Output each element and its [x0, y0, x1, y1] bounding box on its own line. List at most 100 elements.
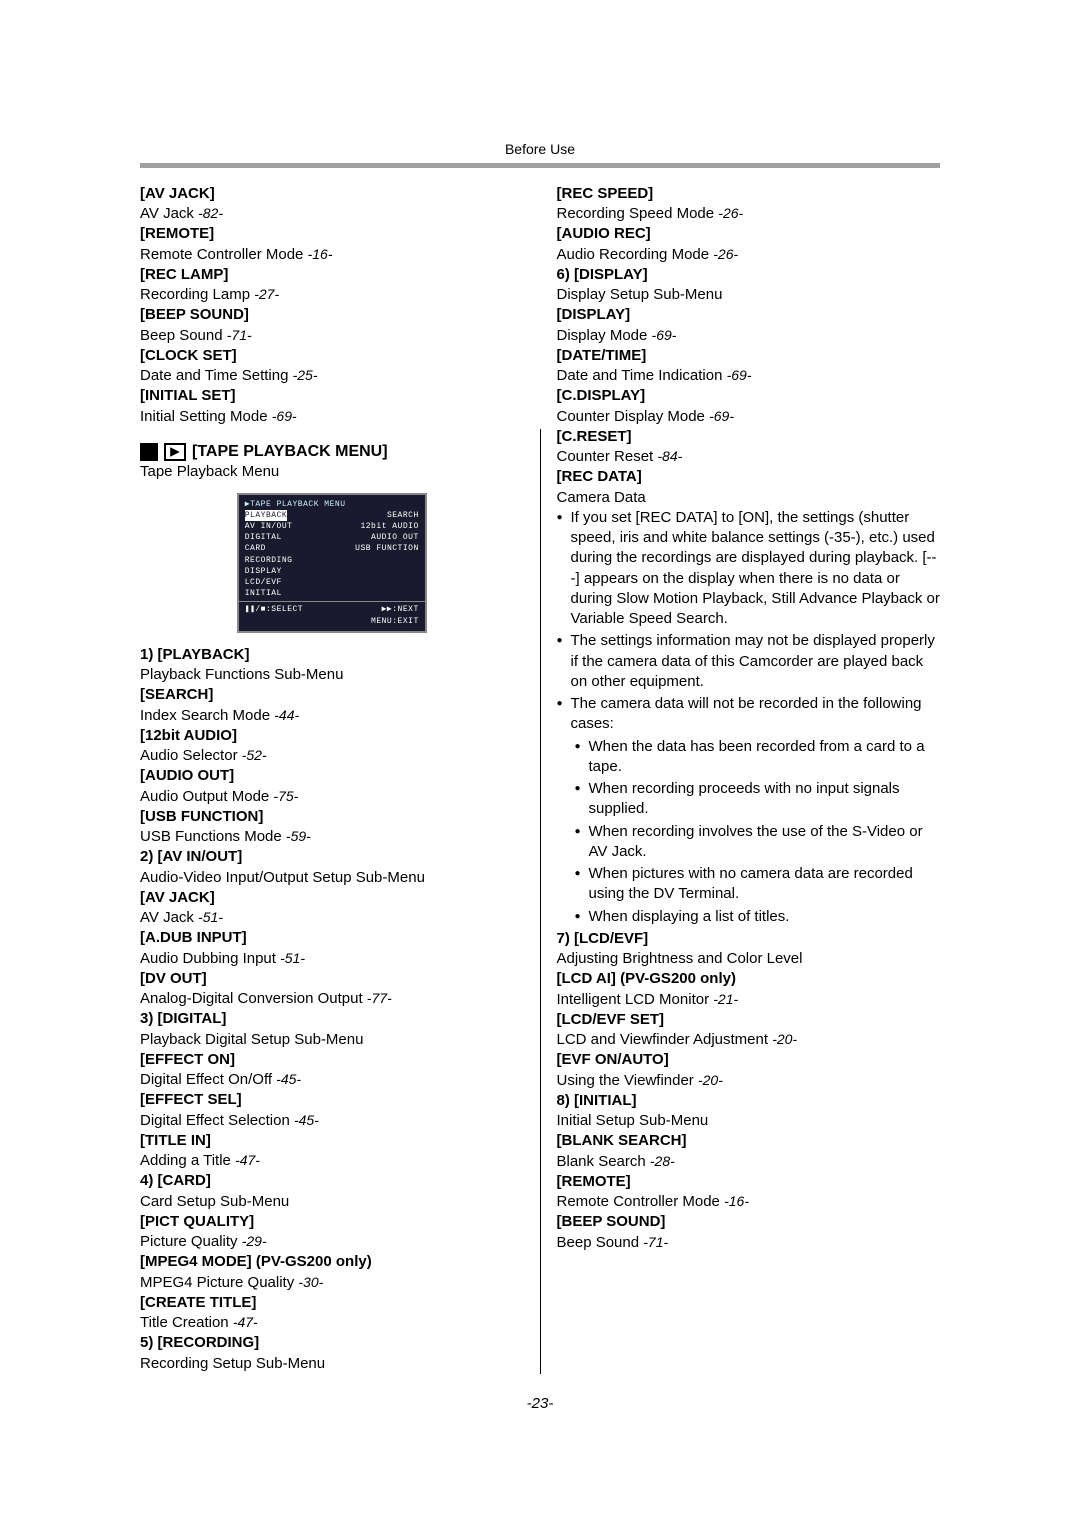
menu-item-heading: [LCD AI] (PV-GS200 only) — [557, 969, 941, 989]
menu-item-desc: Title Creation -47- — [140, 1313, 524, 1333]
menu-screenshot-row: DISPLAY — [245, 566, 419, 577]
page-reference: -71- — [643, 1234, 668, 1250]
menu-item-desc: Playback Digital Setup Sub-Menu — [140, 1030, 524, 1050]
page-reference: -84- — [657, 448, 682, 464]
menu-item-desc: Adding a Title -47- — [140, 1151, 524, 1171]
right-column: [REC SPEED]Recording Speed Mode -26-[AUD… — [557, 184, 941, 1374]
page-reference: -51- — [280, 950, 305, 966]
page-reference: -26- — [713, 246, 738, 262]
menu-item-heading: [BEEP SOUND] — [140, 305, 524, 325]
menu-item-desc: Audio Output Mode -75- — [140, 787, 524, 807]
page-number: -23- — [140, 1394, 940, 1414]
menu-item-desc: AV Jack -82- — [140, 204, 524, 224]
sub-bullet-item: When recording proceeds with no input si… — [575, 779, 941, 820]
menu-item-heading: [AV JACK] — [140, 888, 524, 908]
column-divider — [540, 429, 541, 1374]
menu-item-heading: [REMOTE] — [140, 224, 524, 244]
menu-item-heading: [AUDIO OUT] — [140, 766, 524, 786]
menu-item-desc: MPEG4 Picture Quality -30- — [140, 1273, 524, 1293]
page-reference: -25- — [293, 367, 318, 383]
page-reference: -28- — [650, 1153, 675, 1169]
sub-bullet-item: When the data has been recorded from a c… — [575, 737, 941, 778]
menu-item-heading: [MPEG4 MODE] (PV-GS200 only) — [140, 1252, 524, 1272]
page-reference: -30- — [298, 1274, 323, 1290]
menu-item-heading: [AUDIO REC] — [557, 224, 941, 244]
menu-item-desc: Recording Lamp -27- — [140, 285, 524, 305]
page-reference: -20- — [772, 1031, 797, 1047]
menu-item-desc: Adjusting Brightness and Color Level — [557, 949, 941, 969]
menu-item-heading: [TITLE IN] — [140, 1131, 524, 1151]
page-reference: -82- — [198, 205, 223, 221]
menu-item-heading: [LCD/EVF SET] — [557, 1010, 941, 1030]
menu-item-heading: [BLANK SEARCH] — [557, 1131, 941, 1151]
section-heading: [TAPE PLAYBACK MENU] — [140, 441, 524, 463]
menu-item-heading: [C.RESET] — [557, 427, 941, 447]
page-reference: -69- — [272, 408, 297, 424]
menu-item-heading: [REC SPEED] — [557, 184, 941, 204]
page-reference: -29- — [242, 1233, 267, 1249]
menu-screenshot-row: AV IN/OUT12bit AUDIO — [245, 521, 419, 532]
menu-item-heading: [USB FUNCTION] — [140, 807, 524, 827]
menu-item-heading: [EVF ON/AUTO] — [557, 1050, 941, 1070]
bullet-item: If you set [REC DATA] to [ON], the setti… — [557, 508, 941, 630]
menu-item-desc: Date and Time Indication -69- — [557, 366, 941, 386]
menu-item-desc: Beep Sound -71- — [557, 1233, 941, 1253]
page-reference: -16- — [308, 246, 333, 262]
menu-item-desc: Counter Reset -84- — [557, 447, 941, 467]
menu-item-desc: Intelligent LCD Monitor -21- — [557, 990, 941, 1010]
menu-item-desc: Camera Data — [557, 488, 941, 508]
menu-item-desc: Audio Selector -52- — [140, 746, 524, 766]
menu-item-heading: [AV JACK] — [140, 184, 524, 204]
page-header: Before Use — [140, 140, 940, 159]
page-reference: -45- — [294, 1112, 319, 1128]
menu-item-heading: [INITIAL SET] — [140, 386, 524, 406]
bullet-item: The camera data will not be recorded in … — [557, 694, 941, 735]
page-reference: -47- — [235, 1152, 260, 1168]
menu-screenshot-title: ▶TAPE PLAYBACK MENU — [245, 499, 419, 510]
menu-item-desc: Counter Display Mode -69- — [557, 407, 941, 427]
menu-item-heading: [EFFECT ON] — [140, 1050, 524, 1070]
menu-footer-select: ❚❚/■:SELECT — [245, 604, 303, 615]
page-reference: -20- — [698, 1072, 723, 1088]
menu-item-heading: [A.DUB INPUT] — [140, 928, 524, 948]
menu-screenshot-row: PLAYBACKSEARCH — [245, 510, 419, 521]
menu-item-desc: Using the Viewfinder -20- — [557, 1071, 941, 1091]
page-reference: -71- — [227, 327, 252, 343]
bullet-list: If you set [REC DATA] to [ON], the setti… — [557, 508, 941, 735]
menu-item-heading: 1) [PLAYBACK] — [140, 645, 524, 665]
menu-item-desc: Initial Setup Sub-Menu — [557, 1111, 941, 1131]
menu-item-desc: Remote Controller Mode -16- — [140, 245, 524, 265]
page-reference: -21- — [713, 991, 738, 1007]
page-reference: -69- — [709, 408, 734, 424]
menu-item-heading: [REC LAMP] — [140, 265, 524, 285]
menu-item-heading: [REC DATA] — [557, 467, 941, 487]
page-reference: -47- — [233, 1314, 258, 1330]
menu-item-desc: Display Mode -69- — [557, 326, 941, 346]
menu-item-heading: 8) [INITIAL] — [557, 1091, 941, 1111]
menu-item-desc: Blank Search -28- — [557, 1152, 941, 1172]
page-reference: -69- — [727, 367, 752, 383]
menu-item-desc: USB Functions Mode -59- — [140, 827, 524, 847]
menu-item-desc: Recording Setup Sub-Menu — [140, 1354, 524, 1374]
menu-screenshot: ▶TAPE PLAYBACK MENU PLAYBACKSEARCHAV IN/… — [237, 493, 427, 633]
menu-screenshot-row: LCD/EVF — [245, 577, 419, 588]
menu-item-desc: Digital Effect On/Off -45- — [140, 1070, 524, 1090]
menu-item-heading: 4) [CARD] — [140, 1171, 524, 1191]
menu-item-heading: 7) [LCD/EVF] — [557, 929, 941, 949]
page-reference: -59- — [286, 828, 311, 844]
section-subtitle: Tape Playback Menu — [140, 462, 524, 482]
menu-item-desc: Recording Speed Mode -26- — [557, 204, 941, 224]
sub-bullet-item: When displaying a list of titles. — [575, 907, 941, 927]
menu-item-desc: Digital Effect Selection -45- — [140, 1111, 524, 1131]
menu-item-desc: Audio Dubbing Input -51- — [140, 949, 524, 969]
menu-item-heading: 2) [AV IN/OUT] — [140, 847, 524, 867]
menu-item-desc: Index Search Mode -44- — [140, 706, 524, 726]
menu-item-desc: Initial Setting Mode -69- — [140, 407, 524, 427]
columns-container: [AV JACK]AV Jack -82-[REMOTE]Remote Cont… — [140, 184, 940, 1374]
menu-screenshot-row: INITIAL — [245, 588, 419, 599]
sub-bullet-item: When pictures with no camera data are re… — [575, 864, 941, 905]
menu-item-heading: [12bit AUDIO] — [140, 726, 524, 746]
menu-item-heading: [SEARCH] — [140, 685, 524, 705]
menu-item-heading: 5) [RECORDING] — [140, 1333, 524, 1353]
menu-item-desc: Picture Quality -29- — [140, 1232, 524, 1252]
